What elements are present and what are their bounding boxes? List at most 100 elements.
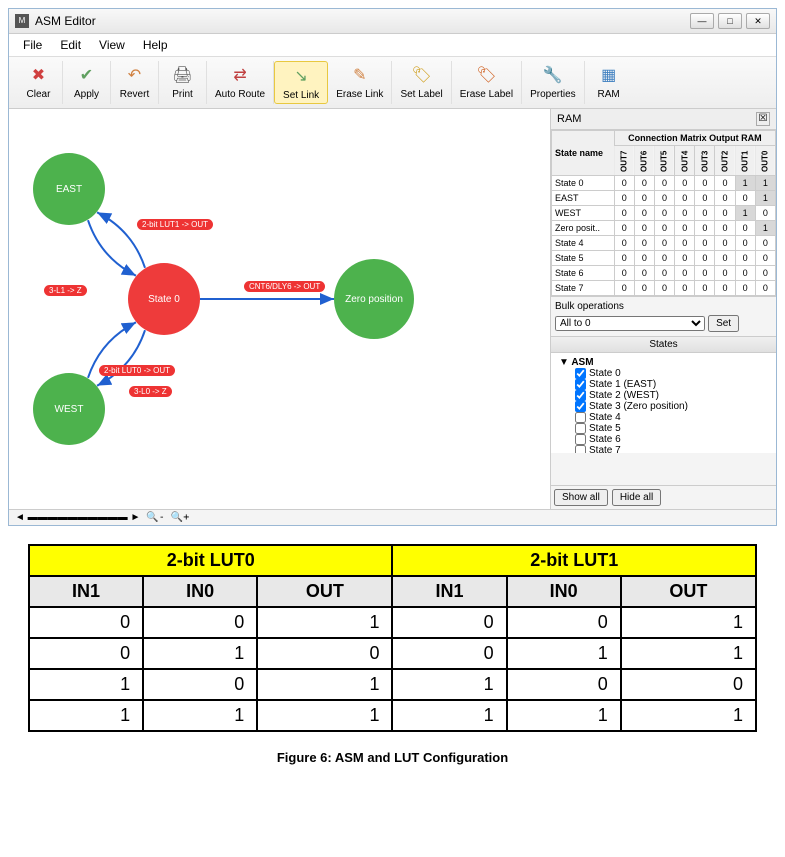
ram-cell[interactable]: 0	[675, 266, 695, 281]
node-state0[interactable]: State 0	[128, 263, 200, 335]
tool-auto-route[interactable]: ⇄Auto Route	[207, 61, 274, 104]
ram-cell[interactable]: 0	[654, 206, 674, 221]
ram-cell[interactable]: 1	[755, 176, 775, 191]
ram-cell[interactable]: 0	[755, 266, 775, 281]
ram-cell[interactable]: 0	[634, 266, 654, 281]
zoom-in-icon[interactable]: 🔍+	[171, 512, 189, 523]
ram-cell[interactable]: 0	[614, 221, 634, 236]
menu-help[interactable]: Help	[135, 36, 176, 54]
ram-cell[interactable]: 0	[654, 266, 674, 281]
ram-cell[interactable]: 0	[695, 221, 715, 236]
ram-cell[interactable]: 0	[755, 251, 775, 266]
ram-cell[interactable]: 0	[715, 266, 735, 281]
ram-cell[interactable]: 0	[614, 266, 634, 281]
node-zero[interactable]: Zero position	[334, 259, 414, 339]
ram-cell[interactable]: 0	[715, 236, 735, 251]
tool-clear[interactable]: ✖Clear	[15, 61, 63, 104]
tool-print[interactable]: 🖨Print	[159, 61, 207, 104]
ram-cell[interactable]: 0	[634, 236, 654, 251]
menu-file[interactable]: File	[15, 36, 50, 54]
tool-erase-label[interactable]: 🏷Erase Label	[452, 61, 522, 104]
close-button[interactable]: ✕	[746, 13, 770, 29]
state-checkbox[interactable]	[575, 379, 586, 390]
ram-cell[interactable]: 0	[735, 281, 755, 296]
ram-cell[interactable]: 0	[675, 251, 695, 266]
state-checkbox[interactable]	[575, 412, 586, 423]
ram-cell[interactable]: 0	[654, 281, 674, 296]
state-checkbox[interactable]	[575, 423, 586, 434]
state-item[interactable]: State 3 (Zero position)	[575, 401, 768, 412]
state-checkbox[interactable]	[575, 401, 586, 412]
ram-cell[interactable]: 0	[675, 221, 695, 236]
ram-cell[interactable]: 0	[614, 251, 634, 266]
ram-cell[interactable]: 0	[654, 236, 674, 251]
show-all-button[interactable]: Show all	[554, 489, 608, 506]
ram-cell[interactable]: 0	[695, 191, 715, 206]
ram-cell[interactable]: 0	[695, 251, 715, 266]
ram-cell[interactable]: 0	[614, 236, 634, 251]
tool-ram[interactable]: ▦RAM	[585, 61, 633, 104]
ram-cell[interactable]: 1	[755, 221, 775, 236]
ram-cell[interactable]: 0	[614, 281, 634, 296]
ram-cell[interactable]: 0	[614, 176, 634, 191]
ram-cell[interactable]: 0	[695, 206, 715, 221]
state-item[interactable]: State 2 (WEST)	[575, 390, 768, 401]
ram-cell[interactable]: 0	[695, 281, 715, 296]
canvas[interactable]: EAST State 0 WEST Zero position 2-bit LUT1 -…	[9, 109, 551, 509]
state-checkbox[interactable]	[575, 368, 586, 379]
ram-cell[interactable]: 0	[735, 191, 755, 206]
edge-label[interactable]: 3-L0 -> Z	[129, 386, 172, 397]
state-checkbox[interactable]	[575, 445, 586, 453]
state-item[interactable]: State 4	[575, 412, 768, 423]
state-item[interactable]: State 5	[575, 423, 768, 434]
ram-cell[interactable]: 0	[675, 236, 695, 251]
ram-cell[interactable]: 0	[675, 281, 695, 296]
ram-cell[interactable]: 0	[654, 191, 674, 206]
edge-label[interactable]: 2-bit LUT1 -> OUT	[137, 219, 213, 230]
ram-cell[interactable]: 0	[654, 221, 674, 236]
ram-cell[interactable]: 0	[715, 191, 735, 206]
tool-apply[interactable]: ✔Apply	[63, 61, 111, 104]
state-item[interactable]: State 1 (EAST)	[575, 379, 768, 390]
ram-cell[interactable]: 0	[675, 206, 695, 221]
node-east[interactable]: EAST	[33, 153, 105, 225]
state-item[interactable]: State 0	[575, 368, 768, 379]
ram-cell[interactable]: 1	[735, 206, 755, 221]
ram-cell[interactable]: 0	[675, 176, 695, 191]
ram-cell[interactable]: 0	[634, 251, 654, 266]
ram-cell[interactable]: 0	[614, 191, 634, 206]
edge-label[interactable]: 2-bit LUT0 -> OUT	[99, 365, 175, 376]
ram-cell[interactable]: 0	[634, 176, 654, 191]
ram-cell[interactable]: 1	[755, 191, 775, 206]
ram-cell[interactable]: 0	[735, 251, 755, 266]
ram-cell[interactable]: 0	[654, 251, 674, 266]
ram-cell[interactable]: 0	[735, 266, 755, 281]
edge-label[interactable]: 3-L1 -> Z	[44, 285, 87, 296]
ram-cell[interactable]: 0	[654, 176, 674, 191]
ram-cell[interactable]: 0	[634, 206, 654, 221]
ram-cell[interactable]: 0	[735, 236, 755, 251]
tool-set-link[interactable]: ↘Set Link	[274, 61, 328, 104]
ram-cell[interactable]: 0	[755, 236, 775, 251]
hide-all-button[interactable]: Hide all	[612, 489, 661, 506]
ram-cell[interactable]: 0	[715, 251, 735, 266]
ram-cell[interactable]: 0	[735, 221, 755, 236]
node-west[interactable]: WEST	[33, 373, 105, 445]
tool-revert[interactable]: ↶Revert	[111, 61, 159, 104]
ram-cell[interactable]: 0	[695, 236, 715, 251]
ram-cell[interactable]: 0	[755, 206, 775, 221]
bulk-set-button[interactable]: Set	[708, 315, 739, 332]
ram-cell[interactable]: 1	[735, 176, 755, 191]
maximize-button[interactable]: □	[718, 13, 742, 29]
edge-label[interactable]: CNT6/DLY6 -> OUT	[244, 281, 325, 292]
ram-cell[interactable]: 0	[675, 191, 695, 206]
tree-root[interactable]: ▼ ASM	[559, 357, 768, 368]
ram-cell[interactable]: 0	[634, 281, 654, 296]
ram-cell[interactable]: 0	[755, 281, 775, 296]
ram-cell[interactable]: 0	[614, 206, 634, 221]
minimize-button[interactable]: —	[690, 13, 714, 29]
ram-cell[interactable]: 0	[695, 176, 715, 191]
tool-set-label[interactable]: 🏷Set Label	[392, 61, 451, 104]
tool-properties[interactable]: 🔧Properties	[522, 61, 585, 104]
ram-panel-close-icon[interactable]: ☒	[756, 112, 770, 126]
